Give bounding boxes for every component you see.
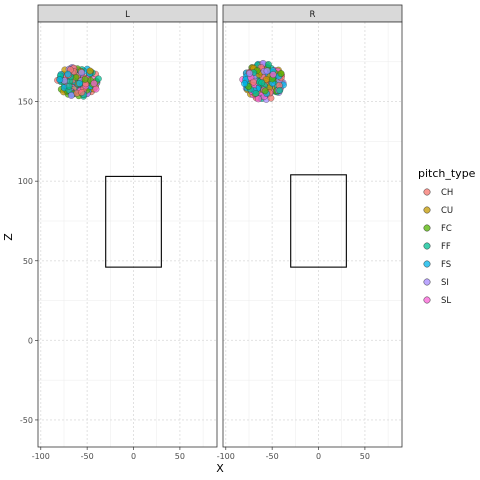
legend-label: FF	[441, 242, 451, 252]
legend-item-CU: CU	[423, 206, 453, 216]
x-tick-label: 50	[175, 452, 185, 461]
y-axis-label: Z	[2, 233, 15, 241]
points	[54, 64, 102, 100]
panel-border	[37, 21, 218, 448]
point-FF	[252, 89, 260, 97]
y-tick-label: 150	[18, 98, 33, 107]
point-SI	[78, 69, 85, 77]
point-SI	[263, 67, 271, 75]
axes: -100 -50 0 50 -50 0 50 100 150 -100 -50 0 50	[18, 98, 370, 461]
legend-label: CU	[441, 206, 453, 216]
legend-label: FS	[441, 260, 451, 270]
gridlines	[223, 22, 402, 447]
point-FS	[241, 80, 248, 88]
panel-border	[222, 21, 403, 448]
point-FS	[56, 76, 64, 84]
legend-item-FC: FC	[423, 224, 452, 234]
x-tick-label: -100	[32, 452, 50, 461]
strike-zone	[105, 175, 162, 268]
point-FC	[277, 70, 285, 77]
legend-key	[423, 224, 431, 232]
x-tick-label: -50	[81, 452, 94, 461]
facet-strip-label: R	[310, 10, 316, 20]
point-SI	[246, 69, 253, 77]
facet-strip-label: L	[125, 10, 130, 20]
y-tick-label: -50	[20, 416, 33, 425]
points	[239, 59, 287, 103]
point-CH	[249, 78, 257, 86]
legend-key	[423, 206, 431, 214]
legend-title: pitch_type	[418, 167, 476, 180]
x-tick-label: -50	[266, 452, 279, 461]
legend-item-FF: FF	[423, 242, 451, 252]
point-SL	[269, 71, 277, 79]
point-CH	[78, 88, 86, 96]
gridlines	[38, 22, 217, 447]
legend-label: SL	[441, 296, 451, 306]
legend-item-CH: CH	[423, 188, 453, 198]
facet-panel-L: L	[37, 4, 218, 448]
legend-item-FS: FS	[423, 260, 451, 270]
x-tick-label: 0	[316, 452, 321, 461]
x-axis-label: X	[216, 462, 224, 475]
legend-item-SI: SI	[423, 278, 449, 288]
y-tick-label: 100	[18, 177, 33, 186]
point-FF	[276, 86, 284, 94]
point-FS	[64, 70, 72, 78]
point-SL	[90, 79, 98, 87]
point-FC	[81, 75, 89, 83]
strike-zone	[290, 174, 347, 268]
legend-key	[423, 242, 431, 250]
x-tick-label: -100	[217, 452, 235, 461]
point-CU	[86, 67, 94, 75]
point-FC	[261, 87, 269, 95]
x-tick-label: 50	[360, 452, 370, 461]
facet-panel-R: R	[222, 4, 403, 448]
point-FF	[265, 61, 272, 68]
point-FF	[94, 75, 102, 83]
legend-label: SI	[441, 278, 449, 288]
y-tick-label: 0	[28, 336, 33, 345]
legend-key	[423, 188, 431, 196]
legend-key	[423, 278, 431, 286]
x-tick-label: 0	[131, 452, 136, 461]
y-tick-label: 50	[23, 257, 33, 266]
point-FF	[258, 79, 266, 87]
legend-item-SL: SL	[423, 296, 451, 306]
legend-key	[423, 260, 431, 268]
point-FS	[75, 79, 83, 87]
legend-key	[423, 296, 431, 304]
legend-label: FC	[441, 224, 452, 234]
point-SL	[92, 85, 100, 93]
point-FF	[65, 82, 73, 90]
legend-label: CH	[441, 188, 453, 198]
legend: pitch_type CH CU FC FF FS SI SL	[418, 167, 476, 306]
